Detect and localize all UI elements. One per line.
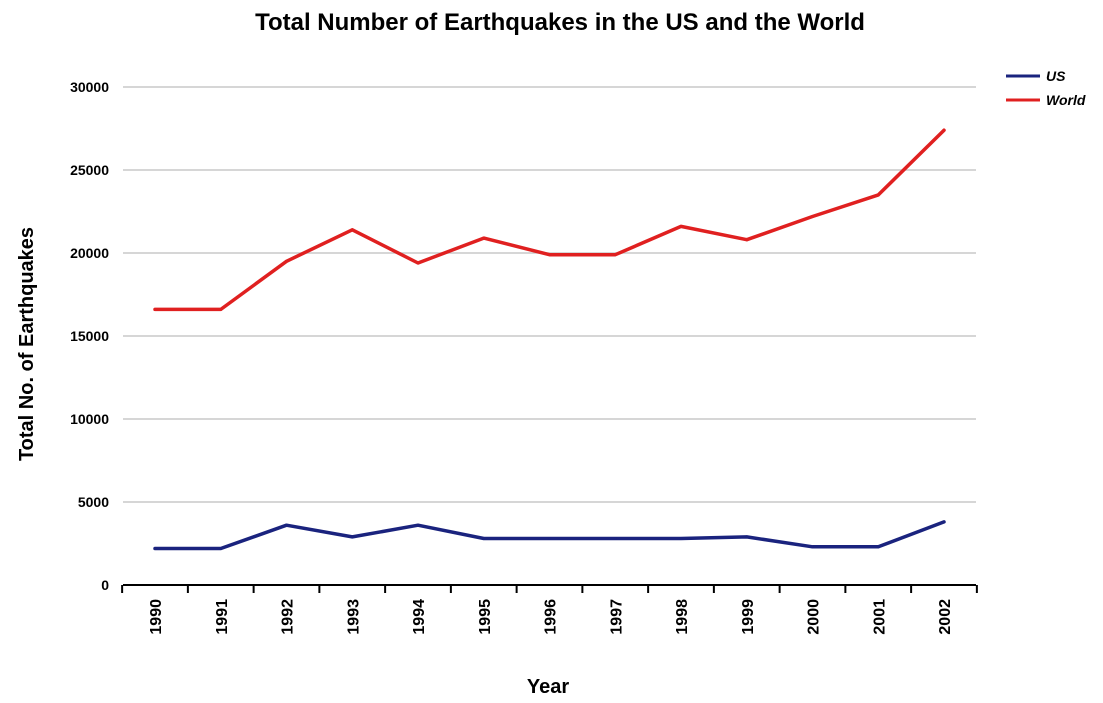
y-tick-label: 20000 [70, 245, 109, 261]
data-point-us [613, 537, 617, 541]
x-tick-label: 1997 [608, 599, 625, 635]
y-tick-label: 25000 [70, 162, 109, 178]
data-point-us [942, 520, 946, 524]
data-point-world [613, 253, 617, 257]
y-tick-label: 10000 [70, 411, 109, 427]
x-tick-label: 1994 [411, 599, 428, 635]
x-tick-label: 1998 [674, 599, 691, 635]
data-point-us [876, 545, 880, 549]
data-point-world [745, 238, 749, 242]
data-point-world [350, 228, 354, 232]
x-tick-label: 1990 [148, 599, 165, 635]
y-tick-label: 0 [101, 577, 109, 593]
data-point-world [285, 259, 288, 263]
axes: 0 5000 10000 15000 20000 25000 30000 1990 1991 19… [70, 79, 978, 635]
data-point-world [942, 128, 946, 132]
y-tick-label: 30000 [70, 79, 109, 95]
data-point-us [548, 537, 551, 541]
data-point-world [876, 193, 880, 197]
data-point-us [285, 523, 288, 527]
x-tick-label: 1992 [280, 599, 297, 635]
data-point-us [219, 546, 223, 550]
data-point-world [219, 307, 223, 311]
y-axis-title: Total No. of Earthquakes [16, 227, 38, 461]
data-point-us [811, 545, 814, 549]
series-line-us [153, 520, 946, 551]
chart-title: Total Number of Earthquakes in the US an… [255, 9, 865, 36]
x-tick-label: 1996 [543, 599, 560, 635]
x-tick-label: 2001 [871, 599, 888, 635]
data-point-us [745, 535, 749, 539]
data-point-world [416, 261, 420, 265]
series-line-world [153, 128, 946, 312]
data-point-world [548, 253, 551, 257]
x-axis-title: Year [527, 676, 569, 698]
x-tick-label: 2000 [806, 599, 823, 635]
data-point-world [811, 214, 814, 218]
data-point-world [482, 236, 486, 240]
y-tick-label: 15000 [70, 328, 109, 344]
legend-label: World [1046, 92, 1086, 108]
legend-label: US [1046, 68, 1066, 84]
x-tick-label: 2002 [937, 599, 954, 635]
data-point-us [153, 546, 157, 550]
data-point-us [416, 523, 420, 527]
x-tick-label: 1995 [477, 599, 494, 635]
gridlines [123, 86, 976, 503]
y-tick-label: 5000 [78, 494, 109, 510]
x-tick-label: 1999 [740, 599, 757, 635]
data-point-world [153, 307, 157, 311]
series-lines [153, 128, 946, 551]
x-tick-label: 1993 [345, 599, 362, 635]
data-point-us [482, 537, 486, 541]
data-point-us [679, 537, 683, 541]
data-point-world [679, 224, 683, 228]
legend: US World [1006, 68, 1086, 108]
data-point-us [350, 535, 354, 539]
x-tick-label: 1991 [214, 599, 231, 635]
